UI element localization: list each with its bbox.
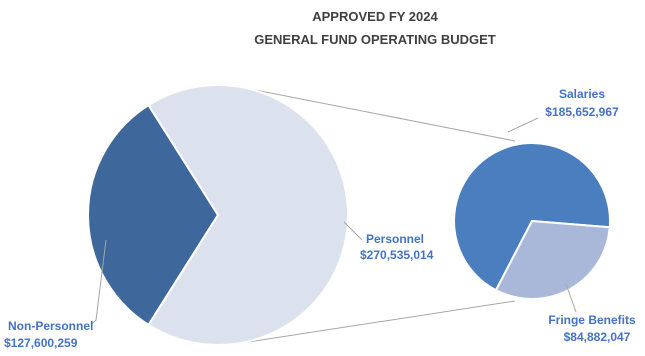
connector-line-top xyxy=(234,85,516,142)
label-personnel-value: $270,535,014 xyxy=(360,248,434,262)
leader-line-fringe xyxy=(565,283,577,313)
slice-non-personnel xyxy=(86,103,220,327)
label-fringe-name: Fringe Benefits xyxy=(548,313,636,327)
slice-personnel xyxy=(147,84,349,346)
label-fringe-value: $84,882,047 xyxy=(564,330,631,344)
main-pie xyxy=(86,84,349,346)
slice-fringe-benefits xyxy=(494,219,611,300)
label-non-personnel-value: $127,600,259 xyxy=(4,336,78,350)
leader-line-non-personnel xyxy=(91,239,107,325)
label-salaries-value: $185,652,967 xyxy=(545,105,619,119)
chart-title: APPROVED FY 2024 xyxy=(312,9,438,24)
leader-line-salaries xyxy=(507,117,539,133)
leader-line-personnel xyxy=(343,221,363,241)
connector-line-bottom xyxy=(234,300,516,345)
chart-subtitle: GENERAL FUND OPERATING BUDGET xyxy=(254,32,496,47)
label-salaries-name: Salaries xyxy=(559,87,605,101)
slice-salaries xyxy=(453,142,611,292)
label-non-personnel-name: Non-Personnel xyxy=(8,319,93,333)
label-personnel-name: Personnel xyxy=(366,232,424,246)
secondary-pie xyxy=(453,142,611,300)
